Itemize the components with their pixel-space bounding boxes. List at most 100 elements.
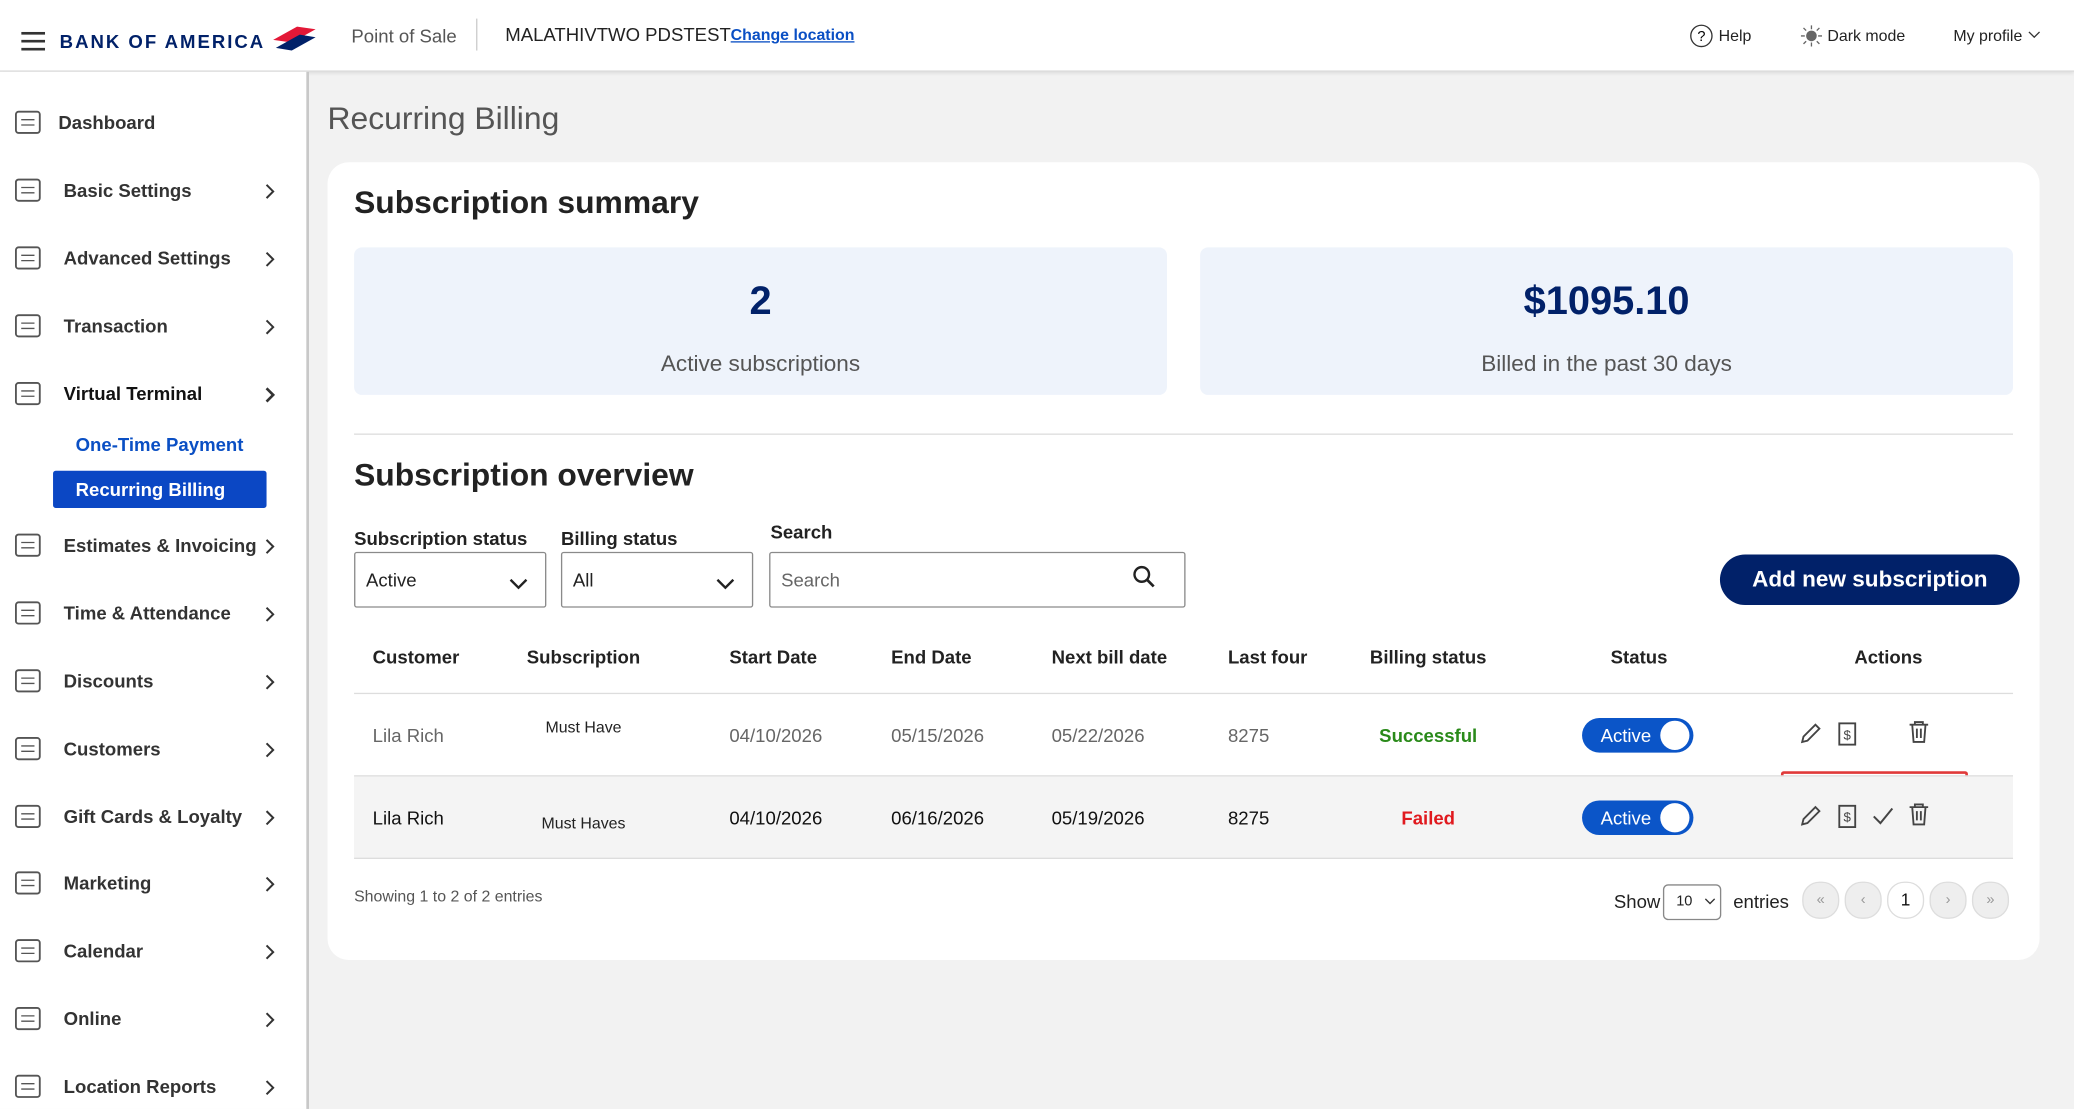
filter-select[interactable] xyxy=(560,551,754,608)
entries-label: entries xyxy=(1733,890,1789,913)
nav-item[interactable]: Advanced Settings xyxy=(63,247,231,269)
nav-icon-svg xyxy=(14,246,41,270)
nav-chevron-svg xyxy=(265,184,275,199)
nav-icon-svg xyxy=(14,382,41,406)
nav-icon xyxy=(13,868,42,897)
bill-icon[interactable]: $ xyxy=(1837,722,1858,746)
row-bg xyxy=(354,776,2014,859)
nav-item[interactable]: Virtual Terminal xyxy=(63,382,203,405)
nav-chevron xyxy=(264,250,277,267)
search-placeholder[interactable]: Search xyxy=(781,569,840,591)
confirm-icon[interactable] xyxy=(1871,804,1895,828)
search-box[interactable] xyxy=(769,551,1186,608)
bill-icon[interactable]: $ xyxy=(1837,804,1858,829)
dark-mode-icon[interactable] xyxy=(1800,25,1823,47)
edit-icon-svg xyxy=(1800,805,1821,826)
column-header: Billing status xyxy=(1369,646,1487,668)
edit-icon[interactable] xyxy=(1798,804,1822,828)
profile[interactable]: My profile xyxy=(1953,26,2023,46)
add-button[interactable]: Add new subscription xyxy=(1719,554,2020,606)
column-header: Last four xyxy=(1227,646,1308,668)
nav-icon xyxy=(13,108,42,137)
nav-item[interactable]: Transaction xyxy=(63,315,168,337)
nav-item[interactable]: Dashboard xyxy=(58,111,156,133)
nav-item[interactable]: Time & Attendance xyxy=(63,602,231,624)
nav-icon-svg xyxy=(14,1006,41,1031)
nav-item[interactable]: Estimates & Invoicing xyxy=(63,534,257,556)
nav-chevron xyxy=(264,808,277,826)
nav-icon-svg xyxy=(14,669,41,693)
divider xyxy=(354,433,2014,435)
page-button[interactable]: ‹ xyxy=(1844,881,1882,919)
menu-icon[interactable] xyxy=(21,31,46,51)
nav-icon xyxy=(13,802,42,831)
nav-chevron-svg xyxy=(265,319,275,335)
nav-chevron-svg xyxy=(265,1012,275,1028)
toggle-knob[interactable] xyxy=(1660,720,1690,750)
delete-icon[interactable] xyxy=(1908,802,1929,826)
delete-icon[interactable] xyxy=(1908,719,1929,743)
search-icon[interactable] xyxy=(1132,565,1156,589)
nav-subitem[interactable]: One-Time Payment xyxy=(75,433,244,455)
summary-card xyxy=(1200,247,2014,395)
toggle-knob[interactable] xyxy=(1660,803,1690,833)
nav-icon-svg xyxy=(14,804,41,829)
nav-icon xyxy=(13,243,42,272)
column-header: Start Date xyxy=(729,646,818,668)
nav-item[interactable]: Basic Settings xyxy=(63,179,192,201)
confirm-icon-svg xyxy=(1873,807,1894,825)
nav-chevron xyxy=(264,875,277,892)
page-button[interactable]: » xyxy=(1971,881,2010,919)
nav-icon xyxy=(13,531,42,560)
page-button[interactable]: 1 xyxy=(1887,881,1925,919)
cell: 05/15/2026 xyxy=(891,724,985,746)
status-label[interactable]: Active xyxy=(1600,724,1652,746)
nav-icon xyxy=(13,734,42,763)
divider xyxy=(476,18,478,51)
nav-item[interactable]: Marketing xyxy=(63,872,152,894)
entries-info: Showing 1 to 2 of 2 entries xyxy=(354,886,543,906)
nav-item[interactable]: Gift Cards & Loyalty xyxy=(63,805,243,828)
page-button[interactable]: › xyxy=(1929,881,1967,919)
nav-chevron xyxy=(264,741,277,758)
page-size[interactable]: 10 xyxy=(1676,893,1693,910)
help-icon[interactable]: ? xyxy=(1689,24,1713,48)
nav-item[interactable]: Online xyxy=(63,1007,122,1030)
chevron xyxy=(1704,898,1716,905)
status-label[interactable]: Active xyxy=(1600,807,1652,829)
nav-icon-svg xyxy=(14,871,41,895)
nav-chevron xyxy=(264,673,277,690)
filter-value[interactable]: All xyxy=(572,569,594,591)
filter-select[interactable] xyxy=(354,551,547,608)
nav-subitem[interactable]: Recurring Billing xyxy=(75,478,226,500)
chevron xyxy=(2028,31,2041,39)
nav-chevron-svg xyxy=(265,539,275,554)
billing-status: Failed xyxy=(1401,807,1456,829)
nav-item[interactable]: Customers xyxy=(63,737,161,760)
nav-chevron-svg xyxy=(265,944,275,960)
nav-chevron-svg xyxy=(265,251,275,267)
nav-icon-svg xyxy=(14,314,41,338)
show-label: Show xyxy=(1613,890,1661,913)
divider xyxy=(354,857,2014,859)
divider xyxy=(354,775,2014,777)
nav-icon-svg xyxy=(14,939,41,963)
nav-chevron xyxy=(264,318,277,335)
billing-status: Successful xyxy=(1379,724,1478,746)
filter-label: Subscription status xyxy=(354,527,528,550)
brand[interactable]: BANK OF AMERICA xyxy=(59,30,266,52)
column-header: Subscription xyxy=(526,646,641,668)
nav-item[interactable]: Calendar xyxy=(63,940,144,962)
nav-item[interactable]: Discounts xyxy=(63,670,154,692)
dark-mode[interactable]: Dark mode xyxy=(1827,26,1906,46)
page-button[interactable]: « xyxy=(1802,881,1840,919)
cell: 8275 xyxy=(1227,807,1270,829)
nav-icon-svg xyxy=(14,737,41,761)
change-location[interactable]: Change location xyxy=(730,25,855,44)
help[interactable]: Help xyxy=(1718,26,1752,46)
nav-item[interactable]: Location Reports xyxy=(63,1075,217,1098)
filter-value[interactable]: Active xyxy=(366,569,417,591)
edit-icon[interactable] xyxy=(1798,722,1822,746)
summary-value: $1095.10 xyxy=(1523,279,1690,324)
